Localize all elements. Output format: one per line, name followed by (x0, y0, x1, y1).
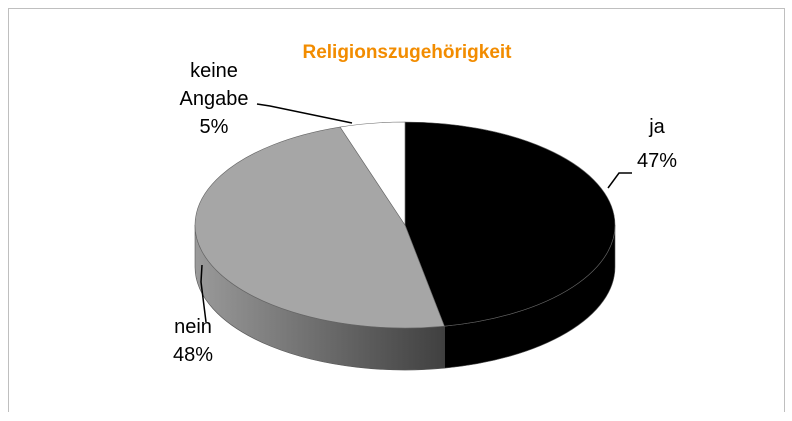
data-label: ja 47% (637, 116, 677, 172)
data-label: nein 48% (173, 316, 213, 366)
category-label: nein (174, 316, 212, 338)
category-label-part: keine (190, 60, 238, 82)
value-label: 5% (200, 116, 229, 138)
data-label: keine Angabe 5% (180, 60, 249, 138)
chart-title: Religionszugehörigkeit (302, 42, 512, 63)
pie-slice (194, 126, 445, 329)
category-label: ja (648, 116, 665, 138)
value-label: 47% (637, 150, 677, 172)
category-label-part: Angabe (180, 88, 249, 110)
leader-line (607, 172, 632, 189)
leader-line (256, 103, 353, 124)
value-label: 48% (173, 344, 213, 366)
chart-frame (8, 8, 785, 412)
pie-slice (339, 121, 406, 226)
pie-slice (404, 121, 616, 327)
leader-line (200, 264, 207, 323)
